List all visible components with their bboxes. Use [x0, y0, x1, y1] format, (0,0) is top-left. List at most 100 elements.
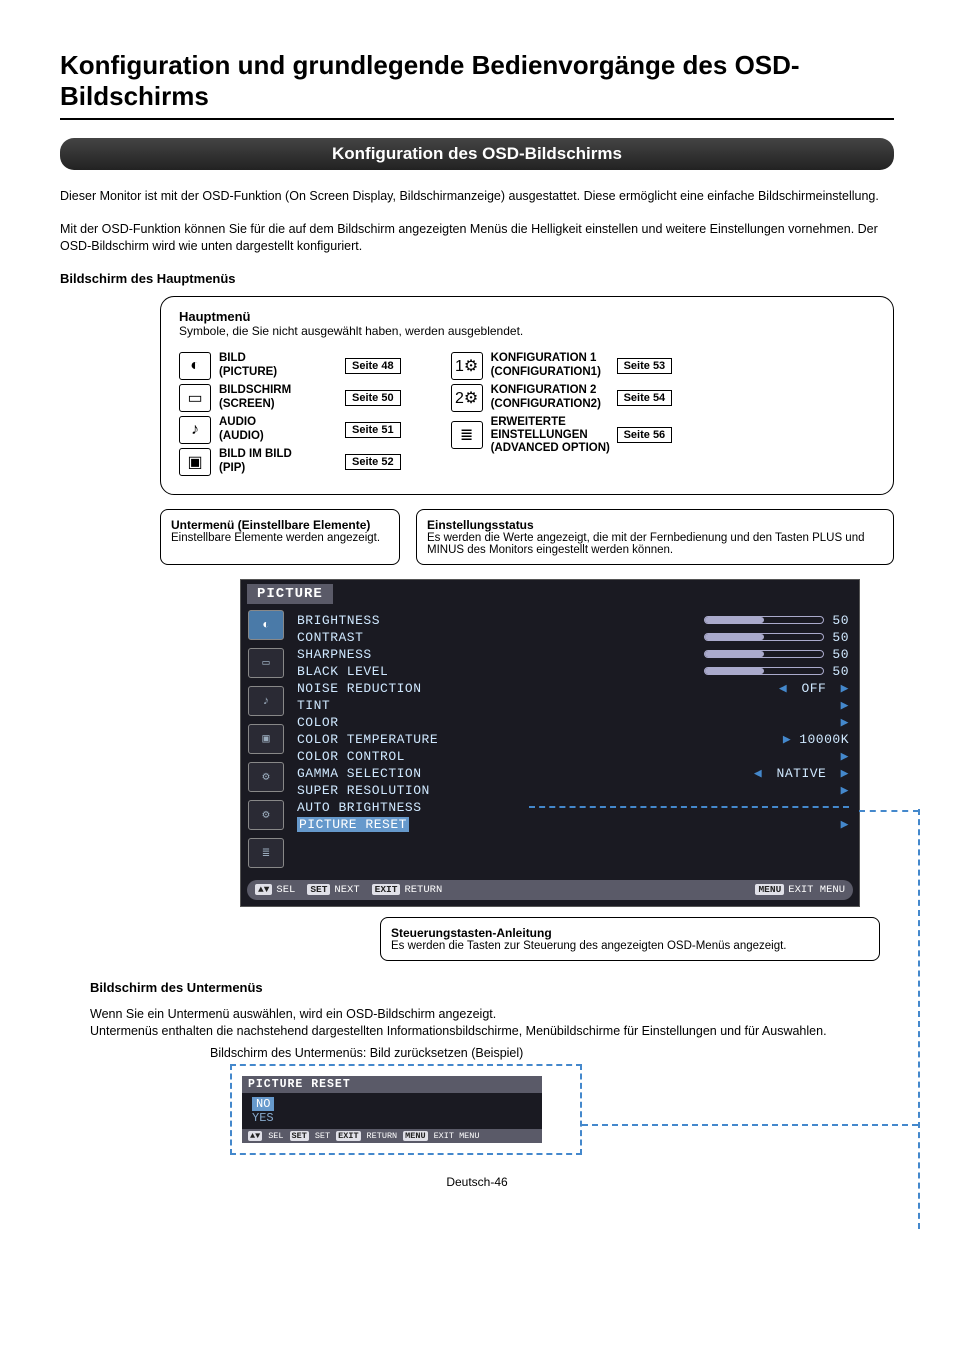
intro-para-2: Mit der OSD-Funktion können Sie für die … — [60, 221, 894, 255]
osd-row-value: 50 — [704, 647, 849, 662]
menu-icon: ▭ — [179, 384, 211, 412]
osd-row[interactable]: COLOR CONTROL — [297, 748, 849, 765]
status-desc-title: Einstellungsstatus — [427, 518, 883, 532]
osd-row[interactable]: TINT — [297, 697, 849, 714]
menu-item: ♪AUDIO(AUDIO)Seite 51 — [179, 416, 401, 444]
menu-item: ▭BILDSCHIRM(SCREEN)Seite 50 — [179, 384, 401, 412]
menu-icon: 1⚙ — [451, 352, 483, 380]
page-ref-badge: Seite 51 — [345, 422, 401, 438]
osd-row[interactable]: BLACK LEVEL50 — [297, 663, 849, 680]
hauptmenu-box: Hauptmenü Symbole, die Sie nicht ausgewä… — [160, 296, 894, 495]
untermenu-desc-title: Untermenü (Einstellbare Elemente) — [171, 518, 389, 532]
osd-row[interactable]: PICTURE RESET — [297, 816, 849, 833]
osd-side-icon[interactable]: ♪ — [248, 686, 284, 716]
menu-item: ▣BILD IM BILD(PIP)Seite 52 — [179, 448, 401, 476]
submenu-p1: Wenn Sie ein Untermenü auswählen, wird e… — [90, 1006, 894, 1023]
status-desc: Einstellungsstatus Es werden die Werte a… — [416, 509, 894, 565]
osd-side-icon[interactable]: ≣ — [248, 838, 284, 868]
osd-row-value — [841, 783, 849, 798]
hauptmenu-head: Bildschirm des Hauptmenüs — [60, 271, 894, 286]
osd-row-label: GAMMA SELECTION — [297, 766, 422, 781]
submenu-dashbox: PICTURE RESET NO YES ▲▼SEL SETSET EXITRE… — [230, 1064, 582, 1155]
set-chip: SET — [307, 884, 330, 895]
osd-row-label: COLOR — [297, 715, 339, 730]
osd-row[interactable]: CONTRAST 50 — [297, 629, 849, 646]
page-ref-badge: Seite 53 — [617, 358, 673, 374]
sub-menu-chip: MENU — [403, 1131, 427, 1141]
steuerung-body: Es werden die Tasten zur Steuerung des a… — [391, 940, 869, 952]
osd-row[interactable]: NOISE REDUCTION OFF — [297, 680, 849, 697]
intro-para-1: Dieser Monitor ist mit der OSD-Funktion … — [60, 188, 894, 205]
page-ref-badge: Seite 52 — [345, 454, 401, 470]
dash-connector-1 — [859, 810, 919, 812]
menu-label: ERWEITERTE EINSTELLUNGEN(ADVANCED OPTION… — [491, 416, 611, 456]
osd-row-label: CONTRAST — [297, 630, 363, 645]
menu-label: BILDSCHIRM(SCREEN) — [219, 384, 339, 410]
osd-row[interactable]: COLOR — [297, 714, 849, 731]
osd-main: PICTURE ◐▭♪▣⚙⚙≣ BRIGHTNESS50CONTRAST50SH… — [240, 579, 860, 907]
submenu-osd-footer: ▲▼SEL SETSET EXITRETURN MENUEXIT MENU — [242, 1129, 542, 1143]
osd-row-label: COLOR CONTROL — [297, 749, 405, 764]
menu-item: 1⚙ KONFIGURATION 1(CONFIGURATION1) Seite 5… — [451, 352, 673, 380]
untermenu-desc: Untermenü (Einstellbare Elemente) Einste… — [160, 509, 400, 565]
sub-set-chip: SET — [290, 1131, 309, 1141]
page-ref-badge: Seite 48 — [345, 358, 401, 374]
osd-row-label: AUTO BRIGHTNESS — [297, 800, 422, 815]
submenu-p2: Untermenüs enthalten die nachstehend dar… — [90, 1023, 894, 1040]
osd-side-icon[interactable]: ▭ — [248, 648, 284, 678]
menu-label: KONFIGURATION 1(CONFIGURATION1) — [491, 352, 611, 378]
untermenu-desc-body: Einstellbare Elemente werden angezeigt. — [171, 532, 389, 544]
page-ref-badge: Seite 54 — [617, 390, 673, 406]
sub-ret: RETURN — [367, 1131, 398, 1141]
menu-icon: ≣ — [451, 421, 483, 449]
menu-icon: ▣ — [179, 448, 211, 476]
submenu-head: Bildschirm des Untermenüs — [90, 979, 894, 997]
osd-row[interactable]: COLOR TEMPERATURE 10000K — [297, 731, 849, 748]
osd-row-value: 50 — [704, 613, 849, 628]
osd-side-icon[interactable]: ⚙ — [248, 762, 284, 792]
osd-side-icon[interactable]: ◐ — [248, 610, 284, 640]
menu-label: AUDIO(AUDIO) — [219, 416, 339, 442]
osd-side-icon[interactable]: ⚙ — [248, 800, 284, 830]
menu-item: ◐ BILD(PICTURE) Seite 48 — [179, 352, 401, 380]
osd-row[interactable]: GAMMA SELECTION NATIVE — [297, 765, 849, 782]
osd-row-value: 50 — [704, 630, 849, 645]
osd-sidebar: ◐ ▭ ♪ ▣ ⚙ ⚙ ≣ — [241, 604, 291, 874]
menu-icon: ◐ — [179, 352, 211, 380]
submenu-no[interactable]: NO — [252, 1097, 274, 1111]
steuerung-desc: Steuerungstasten-Anleitung Es werden die… — [380, 917, 880, 961]
osd-row-label: SUPER RESOLUTION — [297, 783, 430, 798]
menu-label: BILD(PICTURE) — [219, 352, 339, 378]
page-number: Deutsch-46 — [60, 1175, 894, 1189]
osd-row[interactable]: SUPER RESOLUTION — [297, 782, 849, 799]
osd-row-value: NATIVE — [754, 766, 849, 781]
osd-row-value: OFF — [779, 681, 849, 696]
osd-footer: ▲▼SEL SETNEXT EXITRETURN MENUEXIT MENU — [247, 880, 853, 900]
osd-row[interactable]: AUTO BRIGHTNESS — [297, 799, 849, 816]
next-label: NEXT — [334, 884, 359, 896]
sel-glyph-chip: ▲▼ — [255, 884, 272, 895]
return-label: RETURN — [404, 884, 442, 896]
sub-em: EXIT MENU — [434, 1131, 480, 1141]
osd-row-label: SHARPNESS — [297, 647, 372, 662]
osd-row-label: TINT — [297, 698, 330, 713]
osd-row-label: PICTURE RESET — [297, 817, 409, 832]
osd-row-value: 50 — [704, 664, 849, 679]
osd-topbar: PICTURE — [247, 584, 333, 604]
exitmenu-label: EXIT MENU — [788, 884, 845, 896]
page-ref-badge: Seite 56 — [617, 427, 673, 443]
osd-row[interactable]: SHARPNESS 50 — [297, 646, 849, 663]
submenu-osd-title: PICTURE RESET — [242, 1076, 542, 1093]
menu-label: KONFIGURATION 2(CONFIGURATION2) — [491, 384, 611, 410]
steuerung-title: Steuerungstasten-Anleitung — [391, 926, 869, 940]
submenu-osd: PICTURE RESET NO YES ▲▼SEL SETSET EXITRE… — [242, 1076, 542, 1143]
osd-row[interactable]: BRIGHTNESS50 — [297, 612, 849, 629]
menu-item: ≣ ERWEITERTE EINSTELLUNGEN(ADVANCED OPTIO… — [451, 416, 673, 456]
sub-set: SET — [315, 1131, 330, 1141]
page-title: Konfiguration und grundlegende Bedienvor… — [60, 50, 894, 112]
osd-side-icon[interactable]: ▣ — [248, 724, 284, 754]
section-banner: Konfiguration des OSD-Bildschirms — [60, 138, 894, 170]
osd-row-value — [841, 715, 849, 730]
menu-item: 2⚙KONFIGURATION 2(CONFIGURATION2)Seite 5… — [451, 384, 673, 412]
submenu-yes[interactable]: YES — [252, 1110, 274, 1126]
